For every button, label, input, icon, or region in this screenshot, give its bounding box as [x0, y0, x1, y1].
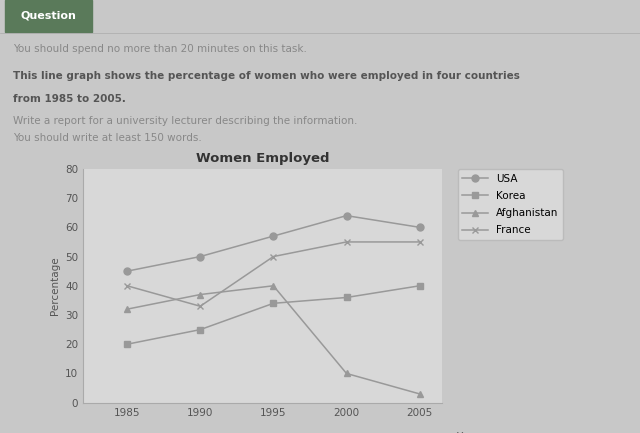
USA: [416, 225, 424, 230]
Text: Question: Question: [20, 11, 76, 21]
Text: You should spend no more than 20 minutes on this task.: You should spend no more than 20 minutes…: [13, 44, 307, 54]
Text: This line graph shows the percentage of women who were employed in four countrie: This line graph shows the percentage of …: [13, 71, 520, 81]
France: [269, 254, 277, 259]
Afghanistan: [124, 307, 131, 312]
Afghanistan: [196, 292, 204, 297]
Korea: [342, 295, 350, 300]
Y-axis label: Percentage: Percentage: [50, 256, 60, 315]
Line: Afghanistan: Afghanistan: [124, 282, 423, 397]
Text: Write a report for a university lecturer describing the information.: Write a report for a university lecturer…: [13, 116, 357, 126]
Text: Year: Year: [456, 432, 478, 433]
Text: You should write at least 150 words.: You should write at least 150 words.: [13, 133, 202, 143]
France: [342, 239, 350, 245]
Text: from 1985 to 2005.: from 1985 to 2005.: [13, 94, 125, 104]
Korea: [124, 342, 131, 347]
USA: [196, 254, 204, 259]
USA: [342, 213, 350, 218]
Line: France: France: [124, 239, 423, 310]
Line: Korea: Korea: [124, 282, 423, 348]
France: [196, 304, 204, 309]
Korea: [196, 327, 204, 332]
USA: [269, 233, 277, 239]
Afghanistan: [416, 391, 424, 397]
Title: Women Employed: Women Employed: [196, 152, 329, 165]
Legend: USA, Korea, Afghanistan, France: USA, Korea, Afghanistan, France: [458, 169, 563, 239]
France: [124, 283, 131, 288]
France: [416, 239, 424, 245]
FancyBboxPatch shape: [5, 0, 92, 32]
Korea: [416, 283, 424, 288]
Line: USA: USA: [124, 212, 423, 275]
Afghanistan: [269, 283, 277, 288]
Afghanistan: [342, 371, 350, 376]
Korea: [269, 301, 277, 306]
USA: [124, 268, 131, 274]
